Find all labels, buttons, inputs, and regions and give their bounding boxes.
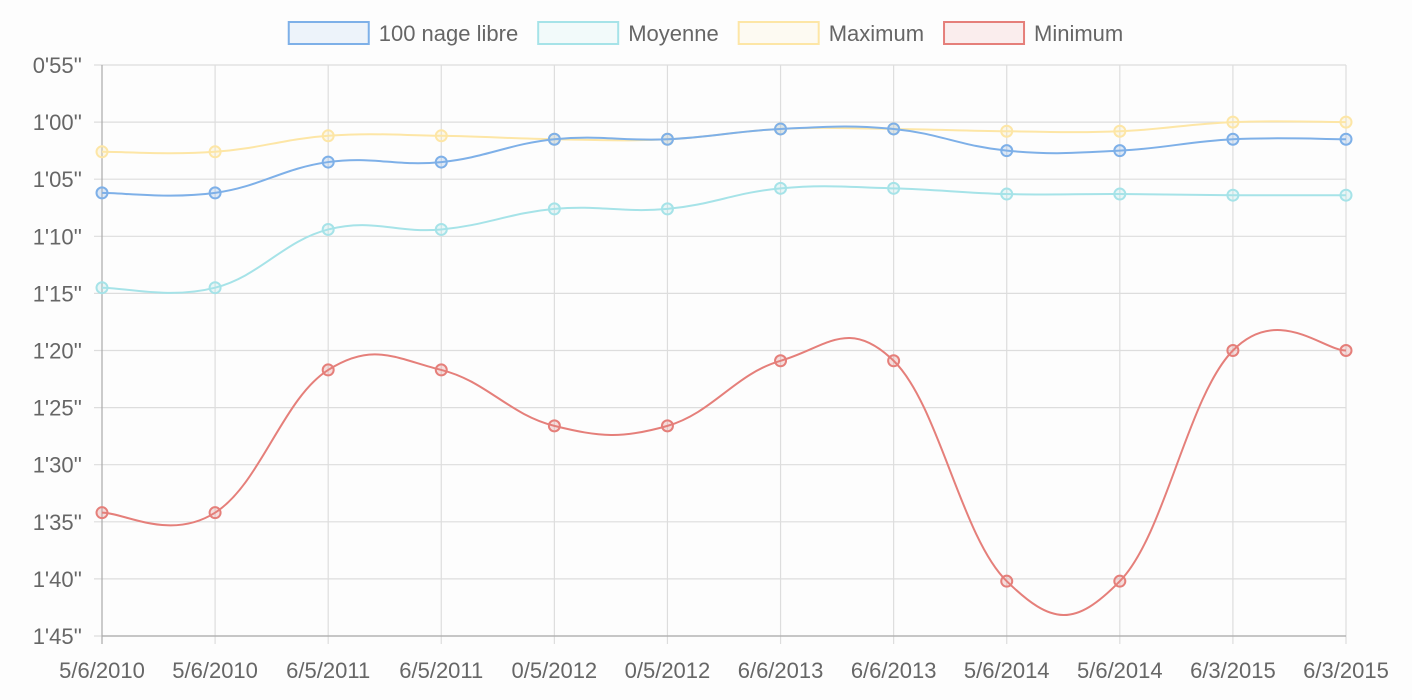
- data-point-minimum[interactable]: [1113, 574, 1127, 588]
- x-tick-label: 6/5/2011: [399, 658, 483, 683]
- legend-item-100-nage-libre[interactable]: 100 nage libre: [287, 21, 518, 46]
- data-point-maximum[interactable]: [1113, 124, 1127, 138]
- y-tick-label: 1'05'': [33, 167, 82, 192]
- x-tick-label: 6/6/2013: [738, 658, 824, 683]
- data-point-moyenne[interactable]: [1226, 188, 1240, 202]
- legend-item-maximum[interactable]: Maximum: [737, 21, 924, 46]
- axis-layer: 0'55'' 1'00'' 1'05'' 1'10'' 1'15'' 1'20'' 1'25…: [33, 53, 1389, 683]
- data-point-minimum[interactable]: [1226, 344, 1240, 357]
- legend[interactable]: 100 nage libre Moyenne Maximum Minimum: [287, 21, 1124, 46]
- data-point-moyenne[interactable]: [887, 181, 901, 195]
- x-tick-label: 6/6/2013: [851, 658, 937, 683]
- legend-swatch: [537, 21, 620, 45]
- legend-label: Moyenne: [628, 21, 719, 46]
- legend-item-minimum[interactable]: Minimum: [943, 21, 1123, 46]
- data-point-100-nage-libre[interactable]: [1339, 132, 1353, 146]
- data-point-minimum[interactable]: [208, 506, 222, 520]
- y-tick-label: 1'15'': [33, 281, 82, 306]
- legend-swatch: [287, 21, 370, 45]
- data-point-100-nage-libre[interactable]: [547, 132, 561, 146]
- data-point-maximum[interactable]: [208, 145, 222, 159]
- y-tick-label: 1'25'': [33, 396, 82, 421]
- grid-layer: [94, 64, 1347, 644]
- legend-swatch: [943, 21, 1026, 45]
- data-point-minimum[interactable]: [887, 354, 901, 368]
- data-point-moyenne[interactable]: [434, 222, 448, 236]
- data-point-minimum[interactable]: [774, 354, 788, 368]
- y-tick-label: 1'45'': [33, 624, 82, 649]
- data-point-maximum[interactable]: [95, 145, 109, 159]
- data-point-moyenne[interactable]: [1339, 188, 1353, 202]
- data-point-moyenne[interactable]: [321, 222, 335, 236]
- series-line-maximum: [101, 120, 1347, 155]
- x-tick-label: 6/5/2011: [286, 658, 370, 683]
- y-tick-label: 1'30'': [33, 453, 82, 478]
- series-line-moyenne: [101, 185, 1347, 294]
- y-tick-label: 0'55'': [33, 53, 82, 78]
- data-point-minimum[interactable]: [547, 419, 561, 433]
- data-point-moyenne[interactable]: [774, 181, 788, 195]
- data-point-100-nage-libre[interactable]: [887, 122, 901, 136]
- data-point-minimum[interactable]: [95, 506, 109, 520]
- data-point-maximum[interactable]: [1339, 115, 1353, 129]
- data-point-moyenne[interactable]: [95, 281, 109, 295]
- y-tick-label: 1'20'': [33, 339, 82, 364]
- data-point-minimum[interactable]: [321, 363, 335, 377]
- x-tick-label: 5/6/2010: [59, 658, 145, 683]
- series-layer: [95, 115, 1353, 616]
- x-tick-label: 6/3/2015: [1303, 658, 1389, 683]
- data-point-100-nage-libre[interactable]: [208, 186, 222, 200]
- legend-item-moyenne[interactable]: Moyenne: [537, 21, 719, 46]
- legend-label: Minimum: [1034, 21, 1123, 46]
- x-tick-label: 6/3/2015: [1190, 658, 1276, 683]
- data-point-minimum[interactable]: [1339, 344, 1353, 357]
- data-point-maximum[interactable]: [1000, 124, 1014, 138]
- series-line-minimum: [101, 329, 1347, 616]
- data-point-100-nage-libre[interactable]: [1113, 144, 1127, 158]
- data-point-minimum[interactable]: [434, 363, 448, 377]
- data-point-100-nage-libre[interactable]: [1000, 144, 1014, 158]
- data-point-100-nage-libre[interactable]: [1226, 132, 1240, 146]
- data-point-minimum[interactable]: [660, 419, 674, 433]
- x-tick-label: 5/6/2014: [1077, 658, 1163, 683]
- data-point-moyenne[interactable]: [208, 281, 222, 295]
- data-point-100-nage-libre[interactable]: [774, 122, 788, 136]
- x-tick-label: 0/5/2012: [625, 658, 711, 683]
- data-point-maximum[interactable]: [321, 129, 335, 143]
- y-tick-label: 1'40'': [33, 567, 82, 592]
- legend-label: Maximum: [829, 21, 924, 46]
- data-point-maximum[interactable]: [1226, 115, 1240, 129]
- y-tick-label: 1'00'': [33, 110, 82, 135]
- x-tick-label: 5/6/2010: [172, 658, 258, 683]
- data-point-moyenne[interactable]: [1113, 187, 1127, 201]
- x-tick-label: 5/6/2014: [964, 658, 1050, 683]
- data-point-100-nage-libre[interactable]: [321, 155, 335, 169]
- data-point-100-nage-libre[interactable]: [95, 186, 109, 200]
- data-point-moyenne[interactable]: [660, 202, 674, 216]
- data-point-moyenne[interactable]: [1000, 187, 1014, 201]
- data-point-maximum[interactable]: [434, 129, 448, 143]
- data-point-100-nage-libre[interactable]: [660, 132, 674, 146]
- data-point-minimum[interactable]: [1000, 574, 1014, 588]
- legend-swatch: [737, 21, 820, 45]
- y-tick-label: 1'35'': [33, 510, 82, 535]
- x-tick-label: 0/5/2012: [512, 658, 598, 683]
- series-line-100-nage-libre: [101, 125, 1347, 197]
- data-point-moyenne[interactable]: [547, 202, 561, 216]
- data-point-100-nage-libre[interactable]: [434, 155, 448, 169]
- legend-label: 100 nage libre: [379, 21, 518, 46]
- y-tick-label: 1'10'': [33, 224, 82, 249]
